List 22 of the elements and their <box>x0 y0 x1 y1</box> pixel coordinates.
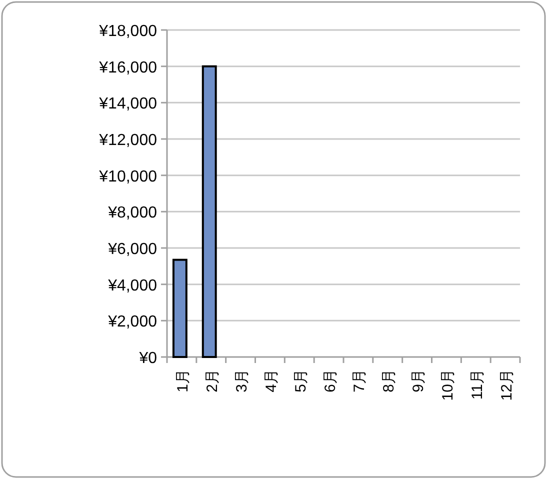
y-tick-label: ¥8,000 <box>107 204 158 222</box>
y-tick-label: ¥14,000 <box>98 96 158 113</box>
x-tick-label: 8月 <box>380 369 398 392</box>
y-tick-label: ¥0 <box>138 350 158 367</box>
y-tick-label: ¥2,000 <box>107 314 158 331</box>
x-tick-label: 1月 <box>174 369 192 392</box>
y-tick-label: ¥4,000 <box>107 277 158 294</box>
x-tick-label: 3月 <box>234 369 251 392</box>
x-tick-label: 7月 <box>351 369 368 392</box>
x-tick-label: 10月 <box>439 369 456 401</box>
y-tick-label: ¥6,000 <box>107 241 158 258</box>
x-tick-label: 12月 <box>498 369 516 401</box>
y-tick-label: ¥18,000 <box>98 23 158 40</box>
x-tick-label: 11月 <box>468 369 486 400</box>
y-tick-label: ¥12,000 <box>98 132 158 149</box>
x-tick-label: 5月 <box>292 369 310 392</box>
x-tick-label: 9月 <box>410 369 428 392</box>
y-tick-label: ¥16,000 <box>98 59 158 76</box>
x-tick-label: 2月 <box>204 369 222 392</box>
x-tick-label: 4月 <box>262 369 280 392</box>
y-tick-label: ¥10,000 <box>98 168 158 186</box>
x-tick-label: 6月 <box>322 369 339 392</box>
